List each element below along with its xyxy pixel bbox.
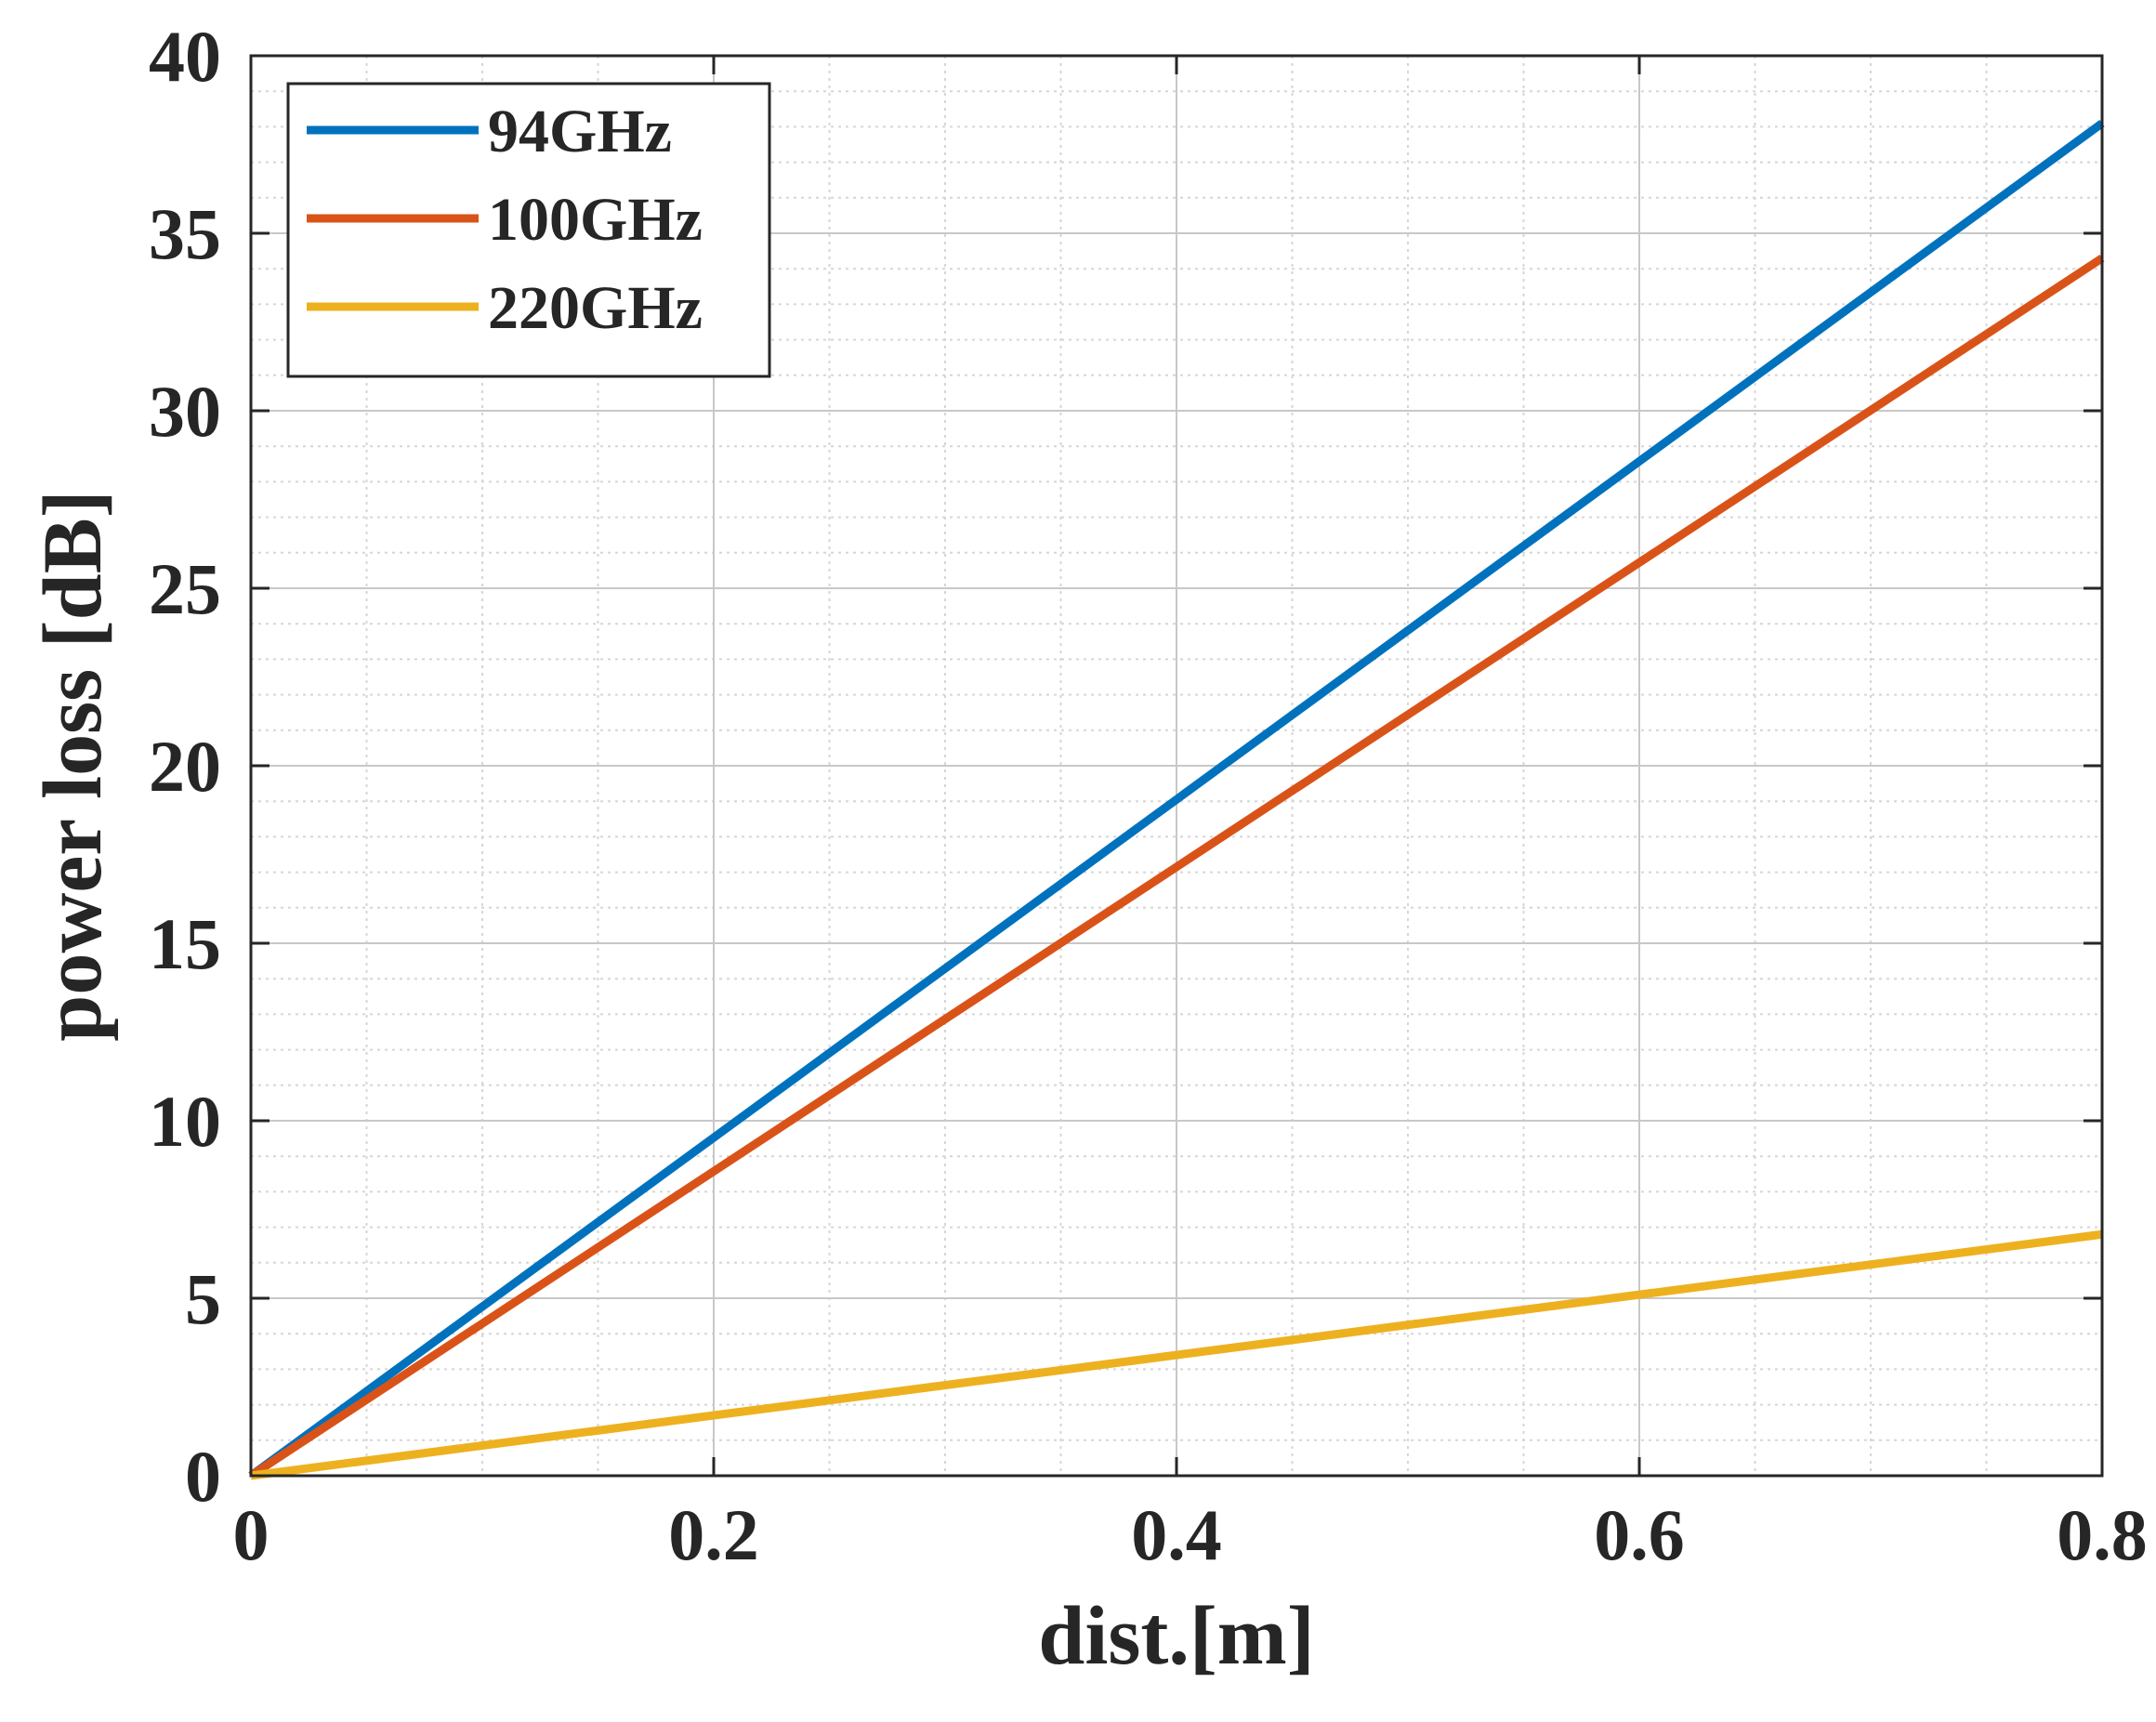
y-tick-label: 15 xyxy=(149,903,221,984)
major-grid xyxy=(251,56,2102,1476)
x-tick-label: 0.4 xyxy=(1131,1494,1222,1575)
y-tick-label: 10 xyxy=(149,1081,221,1162)
legend: 94GHz 100GHz 220GHz xyxy=(286,82,771,378)
minor-grid xyxy=(251,56,2102,1476)
y-tick-label: 30 xyxy=(149,371,221,452)
legend-label-94GHz: 94GHz xyxy=(488,98,672,165)
series-line-100GHz xyxy=(248,254,2105,1479)
x-tick-label: 0.8 xyxy=(2057,1494,2148,1575)
y-tick-label: 5 xyxy=(185,1258,221,1339)
y-tick-label: 0 xyxy=(185,1436,221,1517)
y-tick-label: 25 xyxy=(149,548,221,629)
tick-marks xyxy=(249,54,2104,1478)
x-axis-title: dist.[m] xyxy=(1038,1590,1314,1682)
y-tick-label: 20 xyxy=(149,726,221,807)
y-tick-labels: 0 5 10 15 20 25 30 35 40 xyxy=(149,16,221,1517)
legend-label-220GHz: 220GHz xyxy=(488,274,703,342)
x-tick-label: 0 xyxy=(233,1494,270,1575)
series-layer xyxy=(248,119,2105,1480)
series-line-220GHz xyxy=(250,1229,2103,1480)
y-tick-label: 40 xyxy=(149,16,221,97)
y-tick-label: 35 xyxy=(149,193,221,274)
x-tick-labels: 0 0.2 0.4 0.6 0.8 xyxy=(233,1494,2148,1575)
y-axis-title: power loss [dB] xyxy=(27,490,119,1041)
x-tick-label: 0.2 xyxy=(668,1494,759,1575)
x-tick-label: 0.6 xyxy=(1594,1494,1685,1575)
legend-label-100GHz: 100GHz xyxy=(488,186,703,254)
series-line-94GHz xyxy=(248,119,2105,1479)
